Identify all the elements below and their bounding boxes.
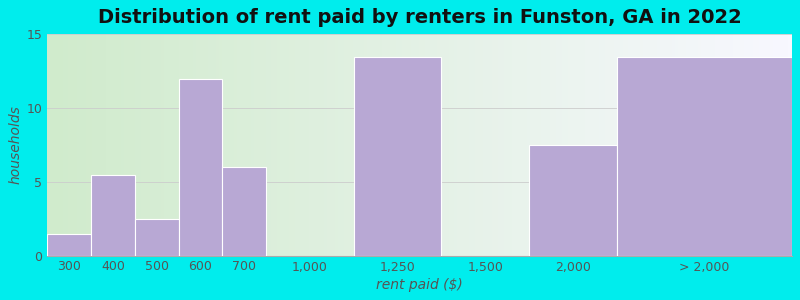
Bar (617, 57, 792, 256)
Y-axis label: households: households (8, 106, 22, 184)
Bar (354, 57, 442, 256)
Bar (135, 219, 178, 256)
Bar (47, 233, 91, 256)
Bar (91, 175, 135, 256)
Bar (222, 167, 266, 256)
X-axis label: rent paid ($): rent paid ($) (376, 278, 463, 292)
Bar (529, 145, 617, 256)
Bar (178, 79, 222, 256)
Title: Distribution of rent paid by renters in Funston, GA in 2022: Distribution of rent paid by renters in … (98, 8, 742, 27)
